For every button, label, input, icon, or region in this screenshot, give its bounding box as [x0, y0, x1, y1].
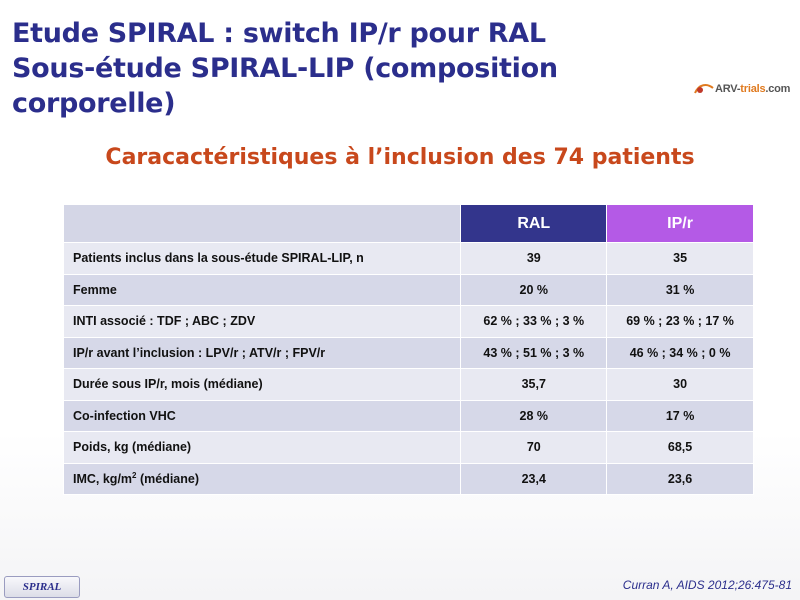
row-label: Poids, kg (médiane) [64, 432, 461, 464]
ral-value: 43 % ; 51 % ; 3 % [461, 337, 607, 369]
title-line-2: Sous-étude SPIRAL-LIP (composition corpo… [12, 51, 692, 121]
row-label: Femme [64, 274, 461, 306]
table-row: Durée sous IP/r, mois (médiane) 35,7 30 [64, 369, 754, 401]
study-tag: SPIRAL [4, 576, 80, 598]
citation: Curran A, AIDS 2012;26:475-81 [623, 578, 792, 592]
logo-name: trials [740, 83, 765, 95]
ral-value: 23,4 [461, 463, 607, 495]
ral-value: 20 % [461, 274, 607, 306]
table-row: Poids, kg (médiane) 70 68,5 [64, 432, 754, 464]
row-label: Durée sous IP/r, mois (médiane) [64, 369, 461, 401]
title-line-1: Etude SPIRAL : switch IP/r pour RAL [12, 16, 692, 51]
table-row: Femme 20 % 31 % [64, 274, 754, 306]
ral-value: 70 [461, 432, 607, 464]
ipr-value: 17 % [607, 400, 754, 432]
ipr-value: 68,5 [607, 432, 754, 464]
table-row: INTI associé : TDF ; ABC ; ZDV 62 % ; 33… [64, 306, 754, 338]
header-ipr: IP/r [607, 205, 754, 243]
row-label: Patients inclus dans la sous-étude SPIRA… [64, 243, 461, 275]
table-header-row: RAL IP/r [64, 205, 754, 243]
header-ral: RAL [461, 205, 607, 243]
imc-label-main: IMC, kg/m [73, 472, 132, 486]
ipr-value: 46 % ; 34 % ; 0 % [607, 337, 754, 369]
ral-value: 39 [461, 243, 607, 275]
table-row: IMC, kg/m2 (médiane) 23,4 23,6 [64, 463, 754, 495]
header-corner-cell [64, 205, 461, 243]
ipr-value: 31 % [607, 274, 754, 306]
ral-value: 28 % [461, 400, 607, 432]
table-row: Patients inclus dans la sous-étude SPIRA… [64, 243, 754, 275]
imc-label-tail: (médiane) [137, 472, 200, 486]
slide-subtitle: Caracactéristiques à l’inclusion des 74 … [0, 145, 800, 170]
arv-trials-logo: ARV-trials.com [693, 80, 793, 98]
logo-prefix: ARV- [715, 83, 740, 95]
slide-title: Etude SPIRAL : switch IP/r pour RAL Sous… [12, 16, 692, 121]
ipr-value: 69 % ; 23 % ; 17 % [607, 306, 754, 338]
table-row: IP/r avant l’inclusion : LPV/r ; ATV/r ;… [64, 337, 754, 369]
row-label: Co-infection VHC [64, 400, 461, 432]
baseline-characteristics-table: RAL IP/r Patients inclus dans la sous-ét… [63, 204, 754, 495]
row-label: IP/r avant l’inclusion : LPV/r ; ATV/r ;… [64, 337, 461, 369]
row-label: IMC, kg/m2 (médiane) [64, 463, 461, 495]
arv-trials-logo-icon [693, 82, 715, 96]
ipr-value: 35 [607, 243, 754, 275]
row-label: INTI associé : TDF ; ABC ; ZDV [64, 306, 461, 338]
ral-value: 35,7 [461, 369, 607, 401]
table-row: Co-infection VHC 28 % 17 % [64, 400, 754, 432]
ipr-value: 30 [607, 369, 754, 401]
ipr-value: 23,6 [607, 463, 754, 495]
ral-value: 62 % ; 33 % ; 3 % [461, 306, 607, 338]
logo-suffix: .com [765, 83, 790, 95]
